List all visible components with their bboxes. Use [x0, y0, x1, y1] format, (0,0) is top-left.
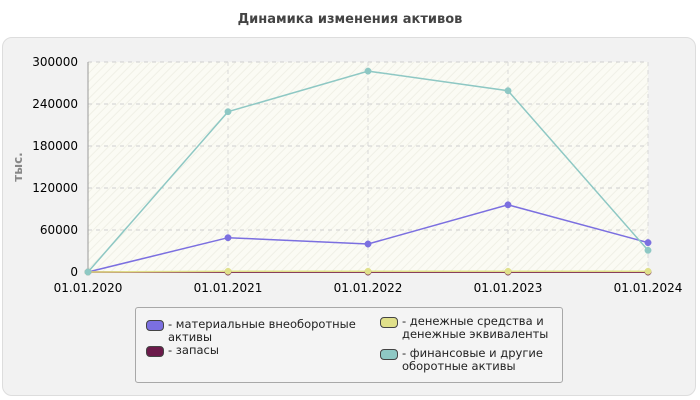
x-tick-label: 01.01.2020	[54, 281, 123, 295]
legend-swatch	[146, 320, 164, 331]
legend-item-financial-assets[interactable]: - финансовые и другие оборотные активы	[380, 347, 556, 373]
legend-item-cash[interactable]: - денежные средства и денежные эквивален…	[380, 315, 556, 341]
data-point	[504, 267, 512, 275]
data-point	[504, 201, 512, 209]
legend-item-inventory[interactable]: - запасы	[146, 344, 358, 357]
y-tick-label: 300000	[32, 55, 78, 69]
data-point	[224, 108, 232, 116]
y-tick-label: 60000	[40, 223, 78, 237]
legend-label: - денежные средства и денежные эквивален…	[402, 314, 549, 341]
legend-swatch	[380, 349, 398, 360]
data-point	[224, 234, 232, 242]
data-point	[644, 239, 652, 247]
data-point	[644, 267, 652, 275]
x-tick-label: 01.01.2021	[194, 281, 263, 295]
legend-label: - финансовые и другие оборотные активы	[402, 346, 543, 373]
y-axis-label: тыс.	[11, 152, 25, 181]
x-tick-label: 01.01.2024	[614, 281, 683, 295]
data-point	[364, 67, 372, 75]
legend-swatch	[146, 346, 164, 357]
legend: - материальные внеоборотные активы - зап…	[135, 307, 563, 383]
y-tick-label: 240000	[32, 97, 78, 111]
data-point	[644, 246, 652, 254]
chart-title: Динамика изменения активов	[237, 12, 463, 27]
y-tick-label: 0	[70, 265, 78, 279]
data-point	[84, 268, 92, 276]
data-point	[364, 240, 372, 248]
legend-item-material-assets[interactable]: - материальные внеоборотные активы	[146, 318, 358, 344]
data-point	[504, 87, 512, 95]
x-tick-label: 01.01.2022	[334, 281, 403, 295]
data-point	[364, 267, 372, 275]
legend-label: - материальные внеоборотные активы	[168, 317, 356, 344]
legend-swatch	[380, 317, 398, 328]
data-point	[224, 267, 232, 275]
y-tick-label: 180000	[32, 139, 78, 153]
x-tick-label: 01.01.2023	[474, 281, 543, 295]
y-tick-label: 120000	[32, 181, 78, 195]
legend-label: - запасы	[168, 343, 219, 357]
